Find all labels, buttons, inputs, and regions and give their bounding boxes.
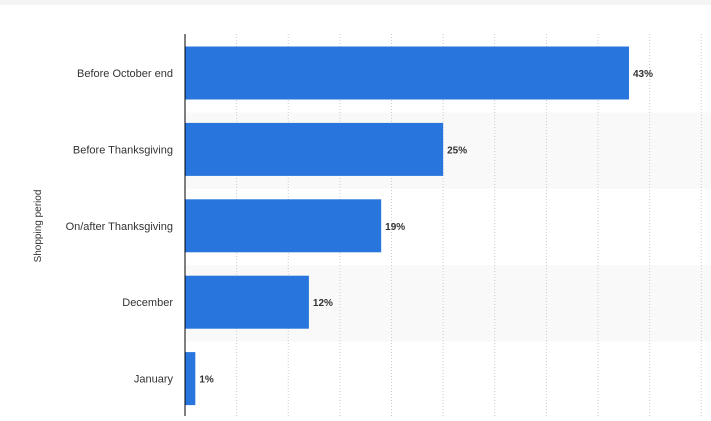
row-bands: [185, 112, 711, 342]
bar: [185, 275, 309, 329]
bar: [185, 122, 444, 176]
value-labels: 43% 25% 19% 12% 1%: [199, 69, 653, 386]
category-label: Before Thanksgiving: [73, 144, 173, 156]
top-strip: [0, 0, 711, 5]
value-label: 19%: [385, 222, 405, 233]
value-label: 1%: [199, 375, 214, 386]
category-label: On/after Thanksgiving: [66, 221, 173, 233]
value-label: 43%: [633, 69, 653, 80]
category-label: December: [122, 297, 173, 309]
category-label: January: [134, 374, 174, 386]
bar: [185, 46, 629, 100]
bar: [185, 199, 382, 253]
category-label: Before October end: [77, 68, 173, 80]
category-labels: Before October end Before Thanksgiving On/…: [66, 68, 174, 386]
value-label: 25%: [447, 145, 467, 156]
value-label: 12%: [313, 298, 333, 309]
y-axis-title: Shopping period: [33, 190, 44, 263]
bar: [185, 352, 196, 406]
bars: [185, 46, 629, 406]
